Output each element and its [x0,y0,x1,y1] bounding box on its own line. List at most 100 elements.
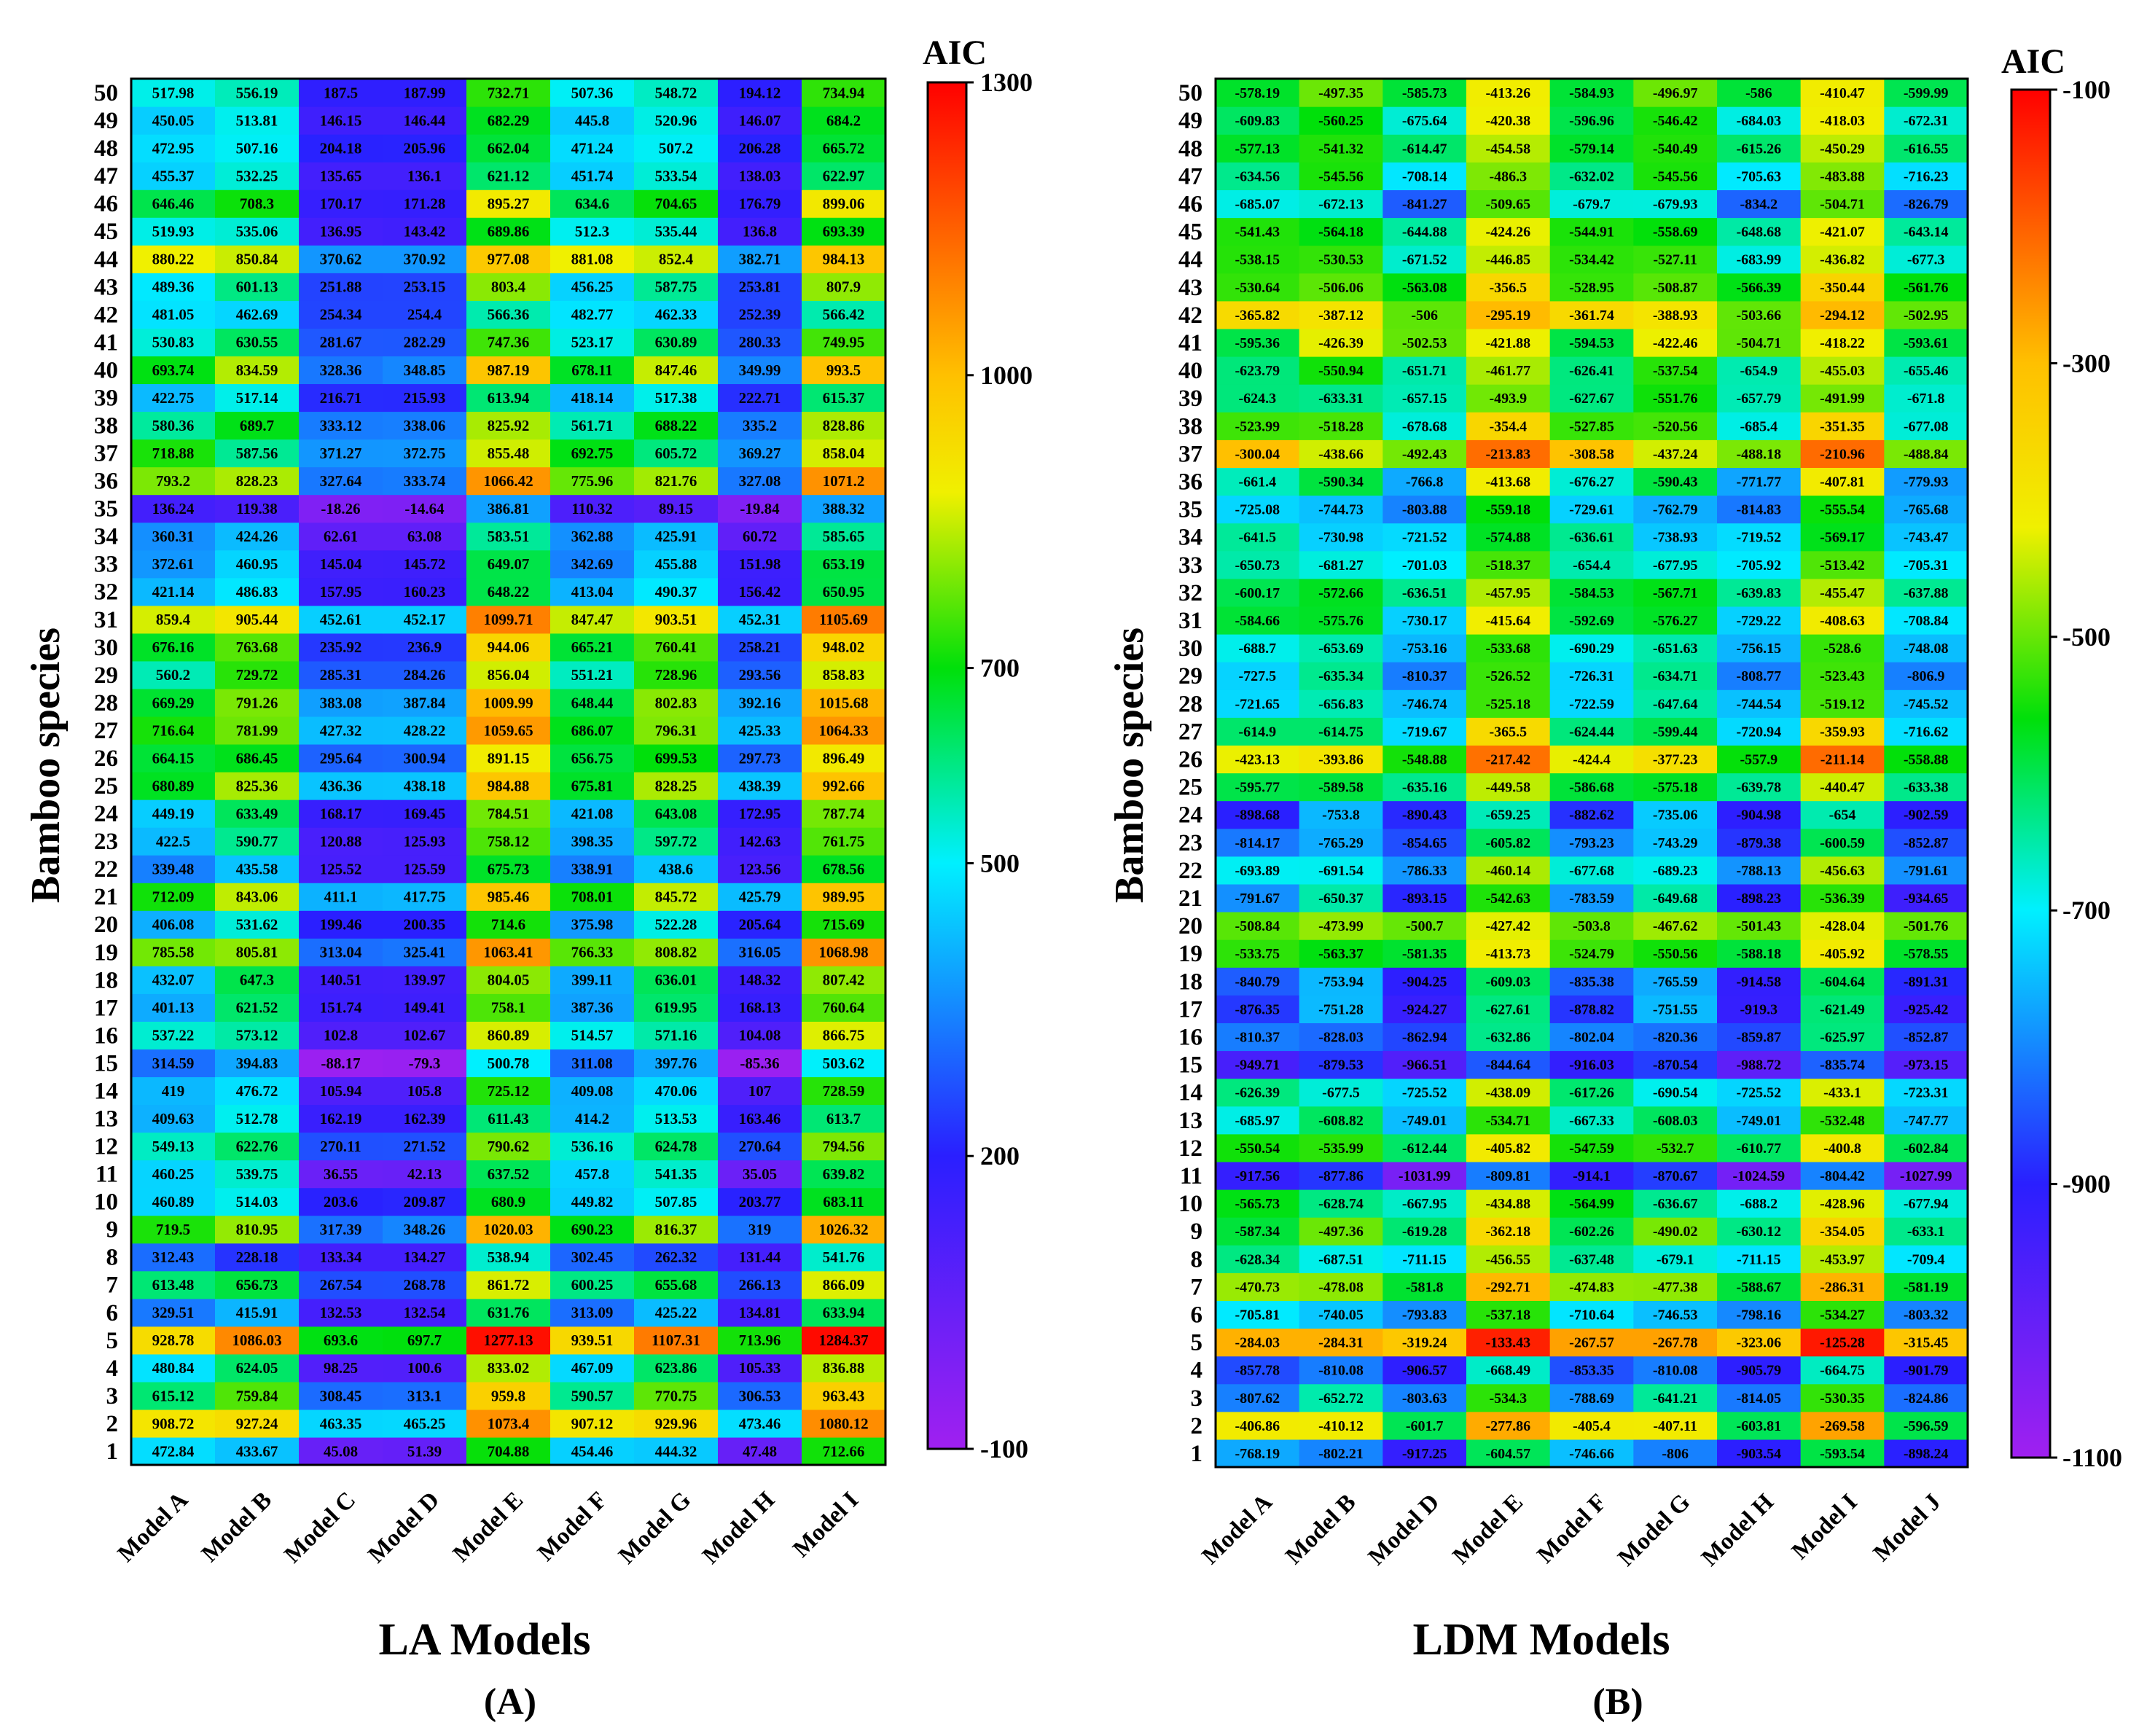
heatmap-cell-a [802,494,886,523]
cell-value-label-b: -672.31 [1904,113,1949,129]
heatmap-cell-a [718,383,802,413]
cell-value-label-a: 601.13 [236,278,278,296]
cell-value-label-b: -356.5 [1489,280,1527,296]
cell-value-label-b: -725.52 [1736,1085,1781,1101]
heatmap-cell-a [466,855,551,883]
cell-value-label-b: -654.9 [1740,363,1777,379]
cell-value-label-b: -893.15 [1402,891,1447,907]
cell-value-label-a: 467.09 [571,1359,614,1377]
cell-value-label-b: -428.96 [1820,1196,1865,1212]
cell-value-label-b: -530.53 [1318,252,1364,268]
cell-value-label-b: -870.54 [1653,1057,1698,1074]
heatmap-cell-b [1299,634,1383,662]
cell-value-label-b: -657.79 [1736,391,1781,407]
y-tick-label-a: 26 [94,746,118,772]
cell-value-label-a: 456.25 [571,278,614,296]
heatmap-cell-b [1549,800,1634,829]
heatmap-cell-b [1633,356,1718,385]
cell-value-label-a: 715.69 [823,916,865,934]
cell-value-label-a: 123.56 [739,860,781,877]
heatmap-cell-b [1800,328,1885,357]
heatmap-cell-b [1382,717,1467,746]
heatmap-cell-b [1633,1217,1718,1246]
cell-value-label-a: 646.46 [152,195,195,213]
heatmap-cell-b [1216,1133,1300,1162]
cell-value-label-a: 684.2 [826,112,861,129]
cell-value-label-a: 254.34 [320,306,362,324]
cell-value-label-b: -898.24 [1904,1446,1949,1462]
cell-value-label-a: 1015.68 [818,694,868,711]
cell-value-label-b: -405.4 [1573,1418,1611,1434]
cell-value-label-a: 690.23 [571,1221,614,1238]
cell-value-label-b: -377.23 [1653,751,1698,767]
y-tick-label-b: 45 [1178,219,1202,246]
cell-value-label-a: 689.86 [488,223,530,241]
heatmap-cell-b [1800,467,1885,496]
heatmap-cell-b [1382,912,1467,940]
cell-value-label-a: 187.5 [324,84,358,101]
y-tick-label-a: 48 [94,136,118,162]
cell-value-label-b: -671.52 [1402,252,1447,268]
heatmap-cell-b [1382,800,1467,829]
heatmap-cell-b [1800,1189,1885,1218]
y-tick-label-a: 33 [94,552,118,578]
heatmap-cell-b [1717,745,1802,774]
cell-value-label-a: 858.04 [823,445,865,462]
cell-value-label-a: 895.27 [488,195,530,213]
heatmap-cell-a [215,799,300,828]
heatmap-cell-a [131,439,216,468]
heatmap-cell-b [1549,1356,1634,1385]
cell-value-label-b: -648.68 [1736,224,1781,241]
cell-value-label-a: 258.21 [739,638,781,656]
cell-value-label-a: 1066.42 [483,472,533,490]
heatmap-cell-a [466,688,551,717]
cell-value-label-a: 615.12 [152,1387,195,1404]
heatmap-cell-b [1216,578,1300,607]
colorbar-gradient-b [2010,88,2052,1459]
heatmap-cell-b [1633,217,1718,246]
heatmap-cell-b [1466,662,1551,690]
heatmap-cell-a [550,439,635,468]
x-tick-labels-a: Model A Model B Model C Model D Model E Model… [113,1487,864,1569]
cell-value-label-b: -803.88 [1402,502,1447,518]
heatmap-cell-b [1299,106,1383,135]
cell-value-label-a: 157.95 [320,583,362,601]
cell-value-label-a: 205.64 [739,916,781,934]
cell-value-label-b: -803.63 [1402,1391,1447,1407]
heatmap-cell-a [550,1104,635,1133]
cell-value-label-a: 316.05 [739,944,781,961]
heatmap-cell-b [1466,1161,1551,1190]
cell-value-label-a: 784.51 [488,805,530,822]
heatmap-cell-a [466,716,551,745]
cell-value-label-b: -593.54 [1820,1446,1865,1462]
heatmap-cell-b [1299,217,1383,246]
cell-value-label-a: 571.16 [655,1027,697,1044]
cell-value-label-a: 622.97 [823,167,865,184]
cell-value-label-b: -678.68 [1402,418,1447,434]
cell-value-label-a: 252.39 [739,306,781,324]
cell-value-label-b: -808.77 [1736,668,1781,684]
heatmap-cell-b [1549,273,1634,302]
cell-value-label-a: 262.32 [655,1248,697,1266]
heatmap-cell-a [215,743,300,773]
cell-value-label-b: -634.71 [1653,668,1698,684]
heatmap-cell-b [1633,606,1718,635]
cell-value-label-a: 880.22 [152,251,195,268]
cell-value-label-a: 513.53 [655,1110,697,1127]
cell-value-label-a: 339.48 [152,860,195,877]
cell-value-label-b: -934.65 [1904,891,1949,907]
cell-value-label-a: 451.74 [571,167,614,184]
cell-value-label-a: 944.06 [488,638,530,656]
cell-value-label-b: -558.88 [1904,751,1949,767]
heatmap-cell-a [718,106,802,135]
cell-value-label-b: -779.93 [1904,474,1949,490]
cell-value-label-b: -502.53 [1402,335,1447,351]
cell-value-label-a: 605.72 [655,445,697,462]
heatmap-cell-a [718,633,802,662]
cell-value-label-b: -635.34 [1318,668,1364,684]
x-tick-label-a: Model F [533,1487,612,1566]
heatmap-cell-a [131,660,216,689]
heatmap-cell-b [1382,1050,1467,1079]
heatmap-cell-b [1466,162,1551,190]
y-axis-label-a: Bamboo species [23,627,69,903]
